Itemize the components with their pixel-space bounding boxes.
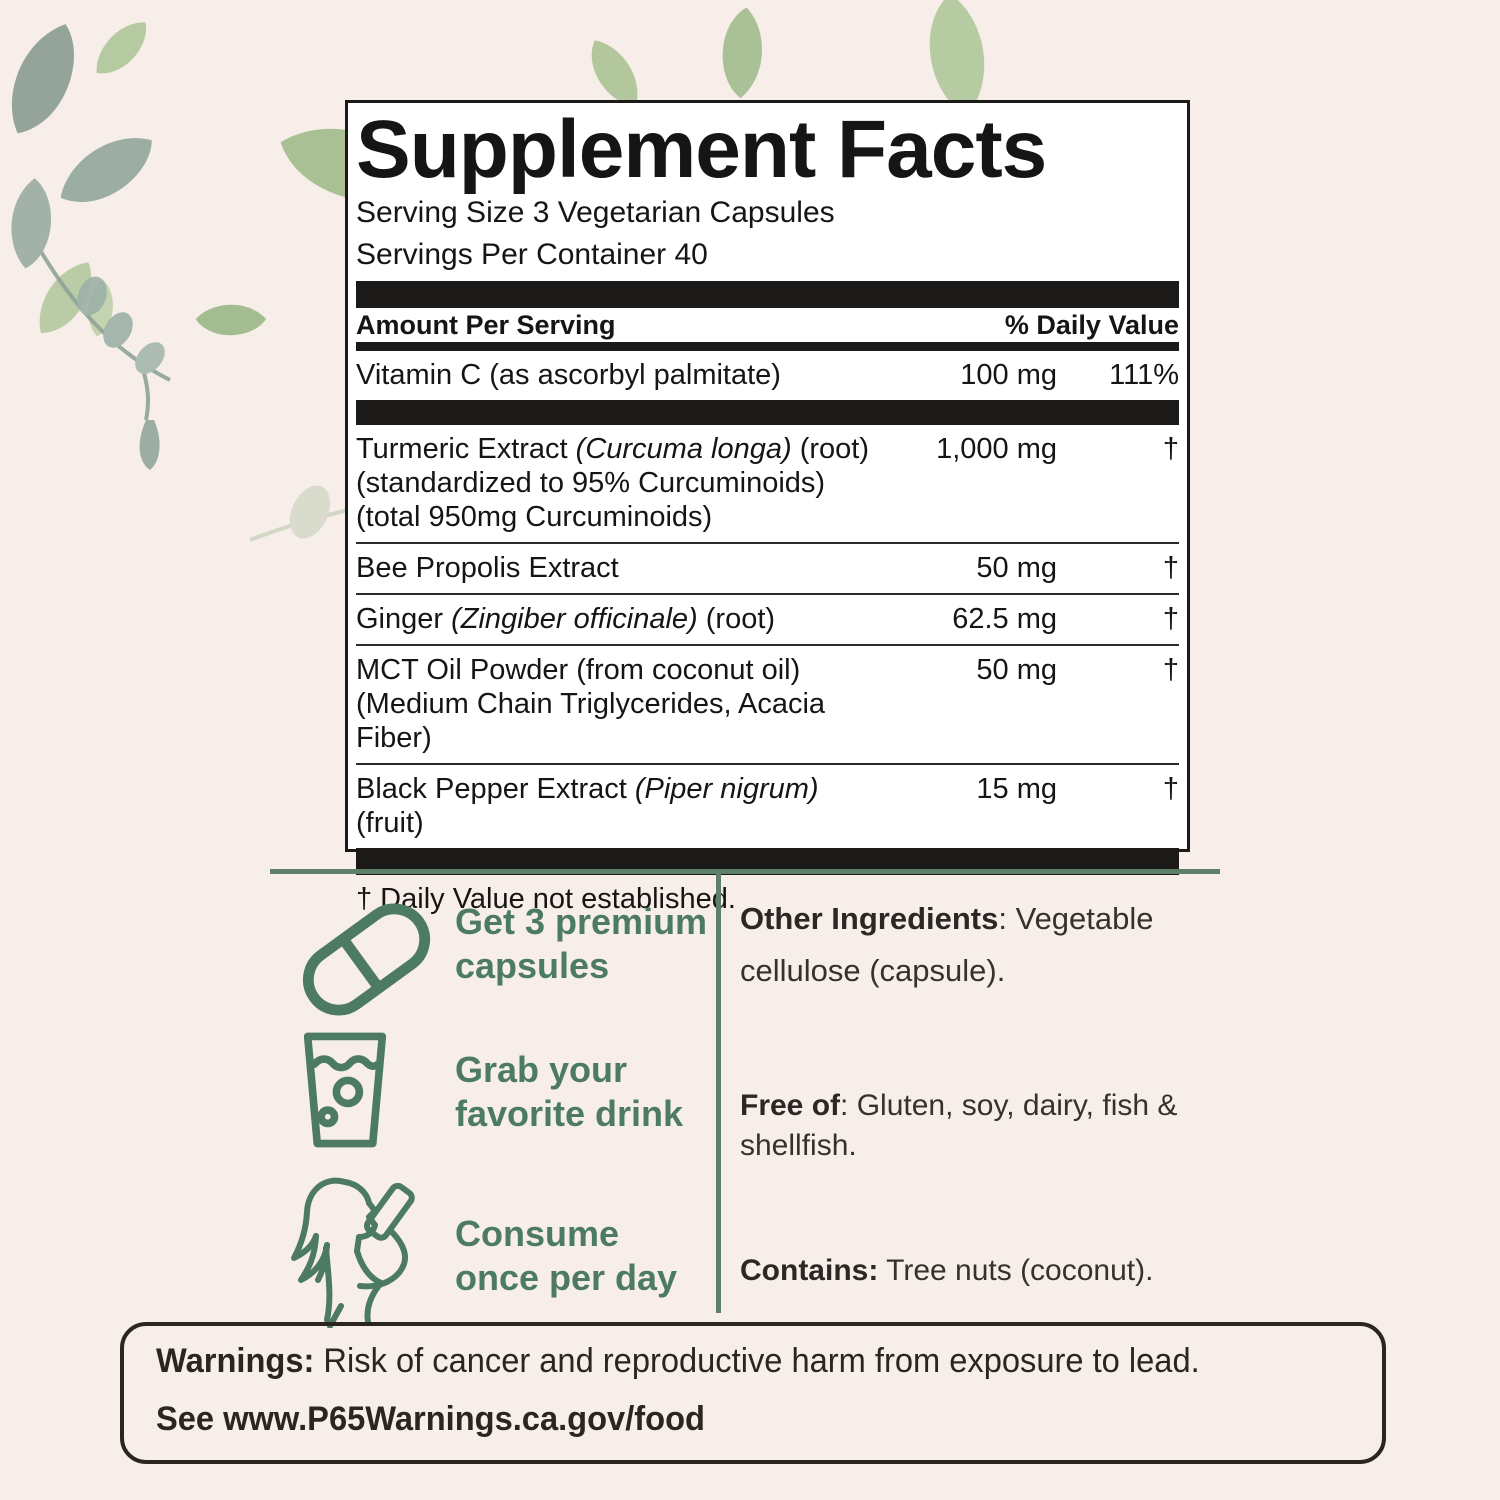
ingredient-row-ginger: Ginger (Zingiber officinale) (root) 62.5… [356, 593, 1179, 644]
ingredient-daily-value: † [1162, 552, 1179, 584]
ingredient-daily-value: 111% [1109, 359, 1179, 391]
divider-bar-thin [356, 342, 1179, 351]
panel-title: Supplement Facts [356, 104, 1047, 195]
contains: Contains: Tree nuts (coconut). [740, 1254, 1154, 1287]
ingredient-row-bee-propolis: Bee Propolis Extract 50 mg † [356, 542, 1179, 593]
ingredient-daily-value: † [1162, 433, 1179, 465]
ingredient-subtext: (standardized to 95% Curcuminoids) [356, 467, 826, 499]
ingredient-name: Bee Propolis Extract [356, 552, 619, 584]
capsule-icon [302, 903, 431, 1016]
ingredient-amount: 50 mg [976, 654, 1057, 686]
ingredient-row-vitamin-c: Vitamin C (as ascorbyl palmitate) 100 mg… [356, 351, 1179, 400]
ingredient-row-black-pepper: Black Pepper Extract (Piper nigrum) (fru… [356, 763, 1179, 848]
ingredient-row-turmeric: Turmeric Extract (Curcuma longa) (root) … [356, 433, 1179, 533]
ingredient-daily-value: † [1162, 654, 1179, 686]
ingredient-amount: 15 mg [976, 773, 1057, 805]
ingredient-name: Vitamin C (as ascorbyl palmitate) [356, 359, 781, 391]
divider-bar-top [356, 281, 1179, 308]
drink-glass-icon [303, 1032, 387, 1148]
servings-per-container: Servings Per Container 40 [356, 238, 708, 271]
step-label-capsules: Get 3 premium capsules [455, 901, 708, 986]
ingredient-daily-value: † [1162, 603, 1179, 635]
vertical-divider [716, 869, 721, 1313]
other-ingredients-label: Other Ingredients [740, 901, 999, 936]
ingredient-amount: 50 mg [976, 552, 1057, 584]
contains-label: Contains: [740, 1254, 879, 1287]
other-ingredients: Other Ingredients: Vegetable cellulose (… [740, 901, 1154, 988]
warnings-label: Warnings: [156, 1342, 315, 1380]
step-label-consume: Consume once per day [455, 1213, 678, 1298]
ingredient-name: MCT Oil Powder (from coconut oil) [356, 654, 801, 686]
divider-bar-mid [356, 400, 1179, 425]
step-label-drink: Grab your favorite drink [455, 1049, 684, 1134]
ingredient-amount: 62.5 mg [952, 603, 1057, 635]
warnings-text: Warnings: Risk of cancer and reproductiv… [156, 1342, 1200, 1380]
horizontal-divider [270, 869, 1220, 874]
ingredient-row-mct-oil: MCT Oil Powder (from coconut oil) (Mediu… [356, 644, 1179, 763]
warnings-url: See www.P65Warnings.ca.gov/food [156, 1400, 705, 1438]
ingredient-table: Turmeric Extract (Curcuma longa) (root) … [356, 425, 1179, 848]
person-drinking-icon [291, 1177, 415, 1328]
ingredient-name: Black Pepper Extract [356, 773, 635, 805]
warnings-box: Warnings: Risk of cancer and reproductiv… [120, 1322, 1386, 1464]
serving-size: Serving Size 3 Vegetarian Capsules [356, 196, 835, 229]
header-daily-value: % Daily Value [1004, 309, 1179, 340]
ingredient-name: Turmeric Extract [356, 433, 576, 465]
header-amount-per-serving: Amount Per Serving [356, 309, 616, 340]
ingredient-name: Ginger [356, 603, 452, 635]
table-header: Amount Per Serving % Daily Value [356, 308, 1179, 342]
daily-value-footnote: † Daily Value not established. [356, 883, 736, 915]
free-of: Free of: Gluten, soy, dairy, fish & shel… [740, 1089, 1178, 1162]
ingredient-daily-value: † [1162, 773, 1179, 805]
ingredient-amount: 1,000 mg [936, 433, 1057, 465]
ingredient-amount: 100 mg [960, 359, 1057, 391]
ingredient-subtext: (Medium Chain Triglycerides, Acacia Fibe… [356, 688, 826, 754]
ingredient-subtext: (total 950mg Curcuminoids) [356, 501, 713, 533]
supplement-facts-panel: Supplement Facts Serving Size 3 Vegetari… [345, 100, 1190, 915]
free-of-label: Free of [740, 1089, 841, 1122]
